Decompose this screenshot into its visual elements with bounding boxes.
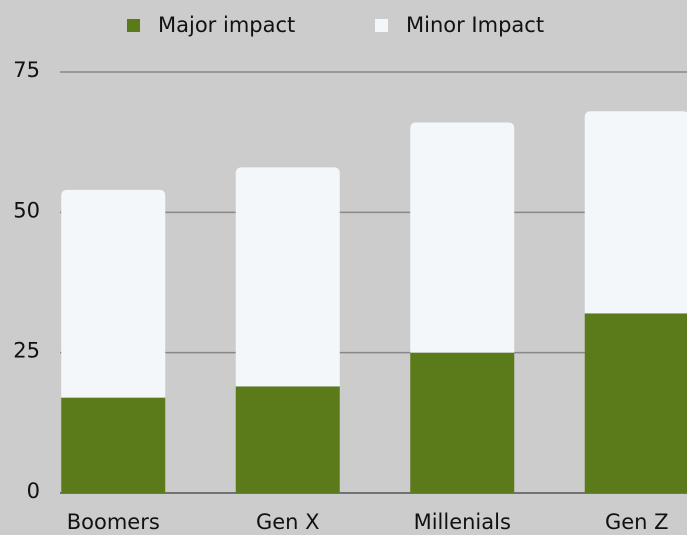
bar-segment xyxy=(584,111,687,314)
bar-segment xyxy=(61,189,166,398)
legend-swatch xyxy=(375,19,388,32)
bar-segment xyxy=(584,313,687,493)
x-tick-label: Gen X xyxy=(256,510,320,534)
bar-segment xyxy=(235,386,340,493)
legend-label: Minor Impact xyxy=(406,13,544,37)
y-tick-label: 25 xyxy=(13,339,40,363)
x-tick-label: Gen Z xyxy=(605,510,669,534)
bar-segment xyxy=(410,122,515,353)
x-tick-label: Boomers xyxy=(67,510,160,534)
legend-swatch xyxy=(127,19,140,32)
bar-segment xyxy=(410,352,515,493)
legend-label: Major impact xyxy=(158,13,295,37)
x-tick-label: Millenials xyxy=(414,510,511,534)
bar-segment xyxy=(61,397,166,493)
y-tick-label: 75 xyxy=(13,58,40,82)
y-tick-label: 50 xyxy=(13,198,40,222)
y-tick-label: 0 xyxy=(27,479,40,503)
bar-segment xyxy=(235,167,340,387)
